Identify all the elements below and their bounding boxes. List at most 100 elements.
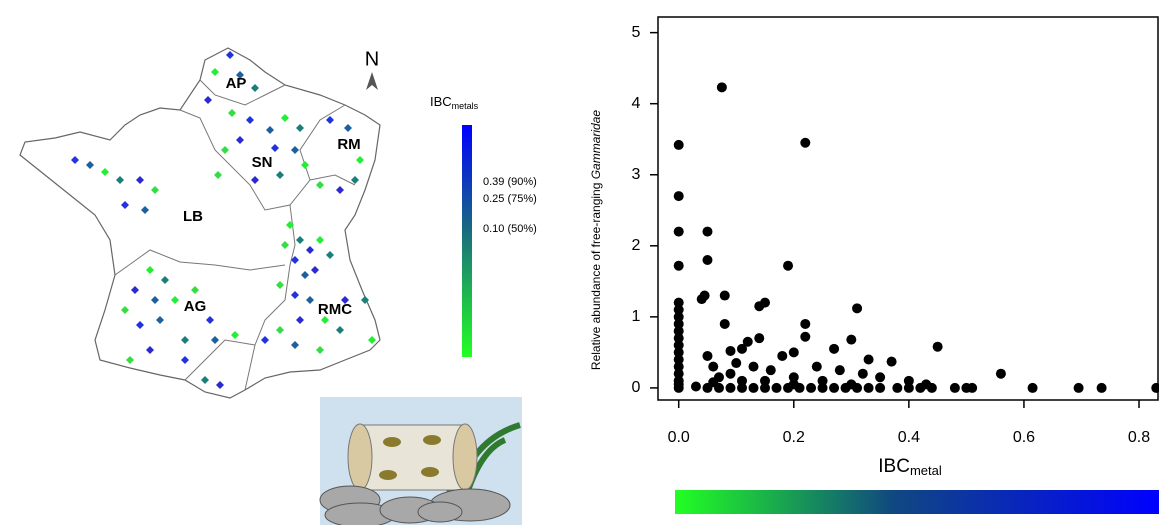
point bbox=[673, 347, 684, 358]
cage bbox=[359, 424, 466, 491]
point bbox=[696, 294, 707, 305]
map-site bbox=[356, 156, 364, 164]
point bbox=[731, 358, 742, 369]
map-site bbox=[181, 356, 189, 364]
map-site bbox=[246, 116, 254, 124]
point bbox=[788, 347, 799, 358]
point bbox=[863, 354, 874, 365]
x-tick-label: 0.4 bbox=[898, 429, 920, 446]
map-site bbox=[316, 236, 324, 244]
point bbox=[771, 382, 782, 393]
scatter-plot: Relative abundance of free-ranging Gamma… bbox=[589, 16, 1159, 514]
point bbox=[673, 318, 684, 329]
point bbox=[875, 382, 886, 393]
map-site bbox=[131, 286, 139, 294]
point bbox=[673, 304, 684, 315]
point bbox=[834, 365, 845, 376]
point bbox=[829, 382, 840, 393]
point bbox=[995, 368, 1006, 379]
map-site bbox=[251, 84, 259, 92]
legend-label: 0.25 (75%) bbox=[483, 193, 537, 205]
map-site bbox=[276, 281, 284, 289]
map-site bbox=[261, 336, 269, 344]
map-site bbox=[136, 321, 144, 329]
x-axis-label-text: IBC bbox=[878, 456, 910, 477]
stones bbox=[319, 485, 511, 525]
point bbox=[719, 318, 730, 329]
point bbox=[846, 379, 857, 390]
map-site bbox=[216, 381, 224, 389]
point bbox=[892, 382, 903, 393]
y-tick-label: 1 bbox=[632, 308, 641, 325]
map-site bbox=[291, 341, 299, 349]
map-site bbox=[336, 326, 344, 334]
map-site bbox=[86, 161, 94, 169]
north-label: N bbox=[365, 48, 379, 70]
map-site bbox=[171, 296, 179, 304]
france-outline bbox=[19, 47, 381, 399]
point bbox=[875, 372, 886, 383]
point bbox=[800, 318, 811, 329]
region-label: RMC bbox=[318, 301, 352, 318]
point bbox=[903, 375, 914, 386]
point bbox=[673, 382, 684, 393]
plot-frame bbox=[657, 16, 1159, 401]
y-tick-label: 3 bbox=[632, 166, 641, 183]
point bbox=[857, 368, 868, 379]
point bbox=[702, 350, 713, 361]
point bbox=[817, 375, 828, 386]
map-site bbox=[291, 256, 299, 264]
point bbox=[673, 354, 684, 365]
point bbox=[800, 137, 811, 148]
region-label: SN bbox=[252, 154, 273, 171]
point bbox=[1027, 382, 1038, 393]
map-site bbox=[281, 114, 289, 122]
point bbox=[673, 311, 684, 322]
north-arrow bbox=[366, 72, 378, 90]
map-site bbox=[351, 176, 359, 184]
point bbox=[783, 260, 794, 271]
point bbox=[673, 361, 684, 372]
map-site bbox=[121, 306, 129, 314]
point bbox=[967, 382, 978, 393]
y-tick-label: 5 bbox=[632, 24, 641, 41]
map-site bbox=[71, 156, 79, 164]
point bbox=[1073, 382, 1084, 393]
point bbox=[886, 356, 897, 367]
x-tick-label: 0.0 bbox=[668, 429, 690, 446]
map-site bbox=[156, 316, 164, 324]
point bbox=[725, 345, 736, 356]
map-site bbox=[326, 251, 334, 259]
cage-end bbox=[347, 423, 373, 491]
map-site bbox=[291, 146, 299, 154]
x-colorbar bbox=[675, 490, 1159, 514]
map-site bbox=[201, 376, 209, 384]
point bbox=[716, 82, 727, 93]
point bbox=[708, 361, 719, 372]
map-site bbox=[101, 168, 109, 176]
point bbox=[760, 382, 771, 393]
point bbox=[702, 226, 713, 237]
point bbox=[1096, 382, 1107, 393]
legend-label: 0.10 (50%) bbox=[483, 223, 537, 235]
map-site bbox=[231, 331, 239, 339]
point bbox=[754, 301, 765, 312]
map-site bbox=[276, 326, 284, 334]
map-site bbox=[368, 336, 376, 344]
point bbox=[742, 336, 753, 347]
map-site bbox=[296, 236, 304, 244]
map-colorbar bbox=[462, 125, 472, 357]
map-site bbox=[251, 176, 259, 184]
map-site bbox=[151, 296, 159, 304]
point bbox=[673, 191, 684, 202]
y-axis-label-italic: Gammaridae bbox=[589, 110, 603, 180]
map-site bbox=[344, 124, 352, 132]
point bbox=[708, 377, 719, 388]
region-label: AG bbox=[184, 298, 207, 315]
y-tick-label: 2 bbox=[632, 237, 641, 254]
legend-title-sub: metals bbox=[452, 101, 479, 111]
map-site bbox=[181, 336, 189, 344]
point bbox=[702, 255, 713, 266]
map-site bbox=[221, 146, 229, 154]
point bbox=[673, 333, 684, 344]
